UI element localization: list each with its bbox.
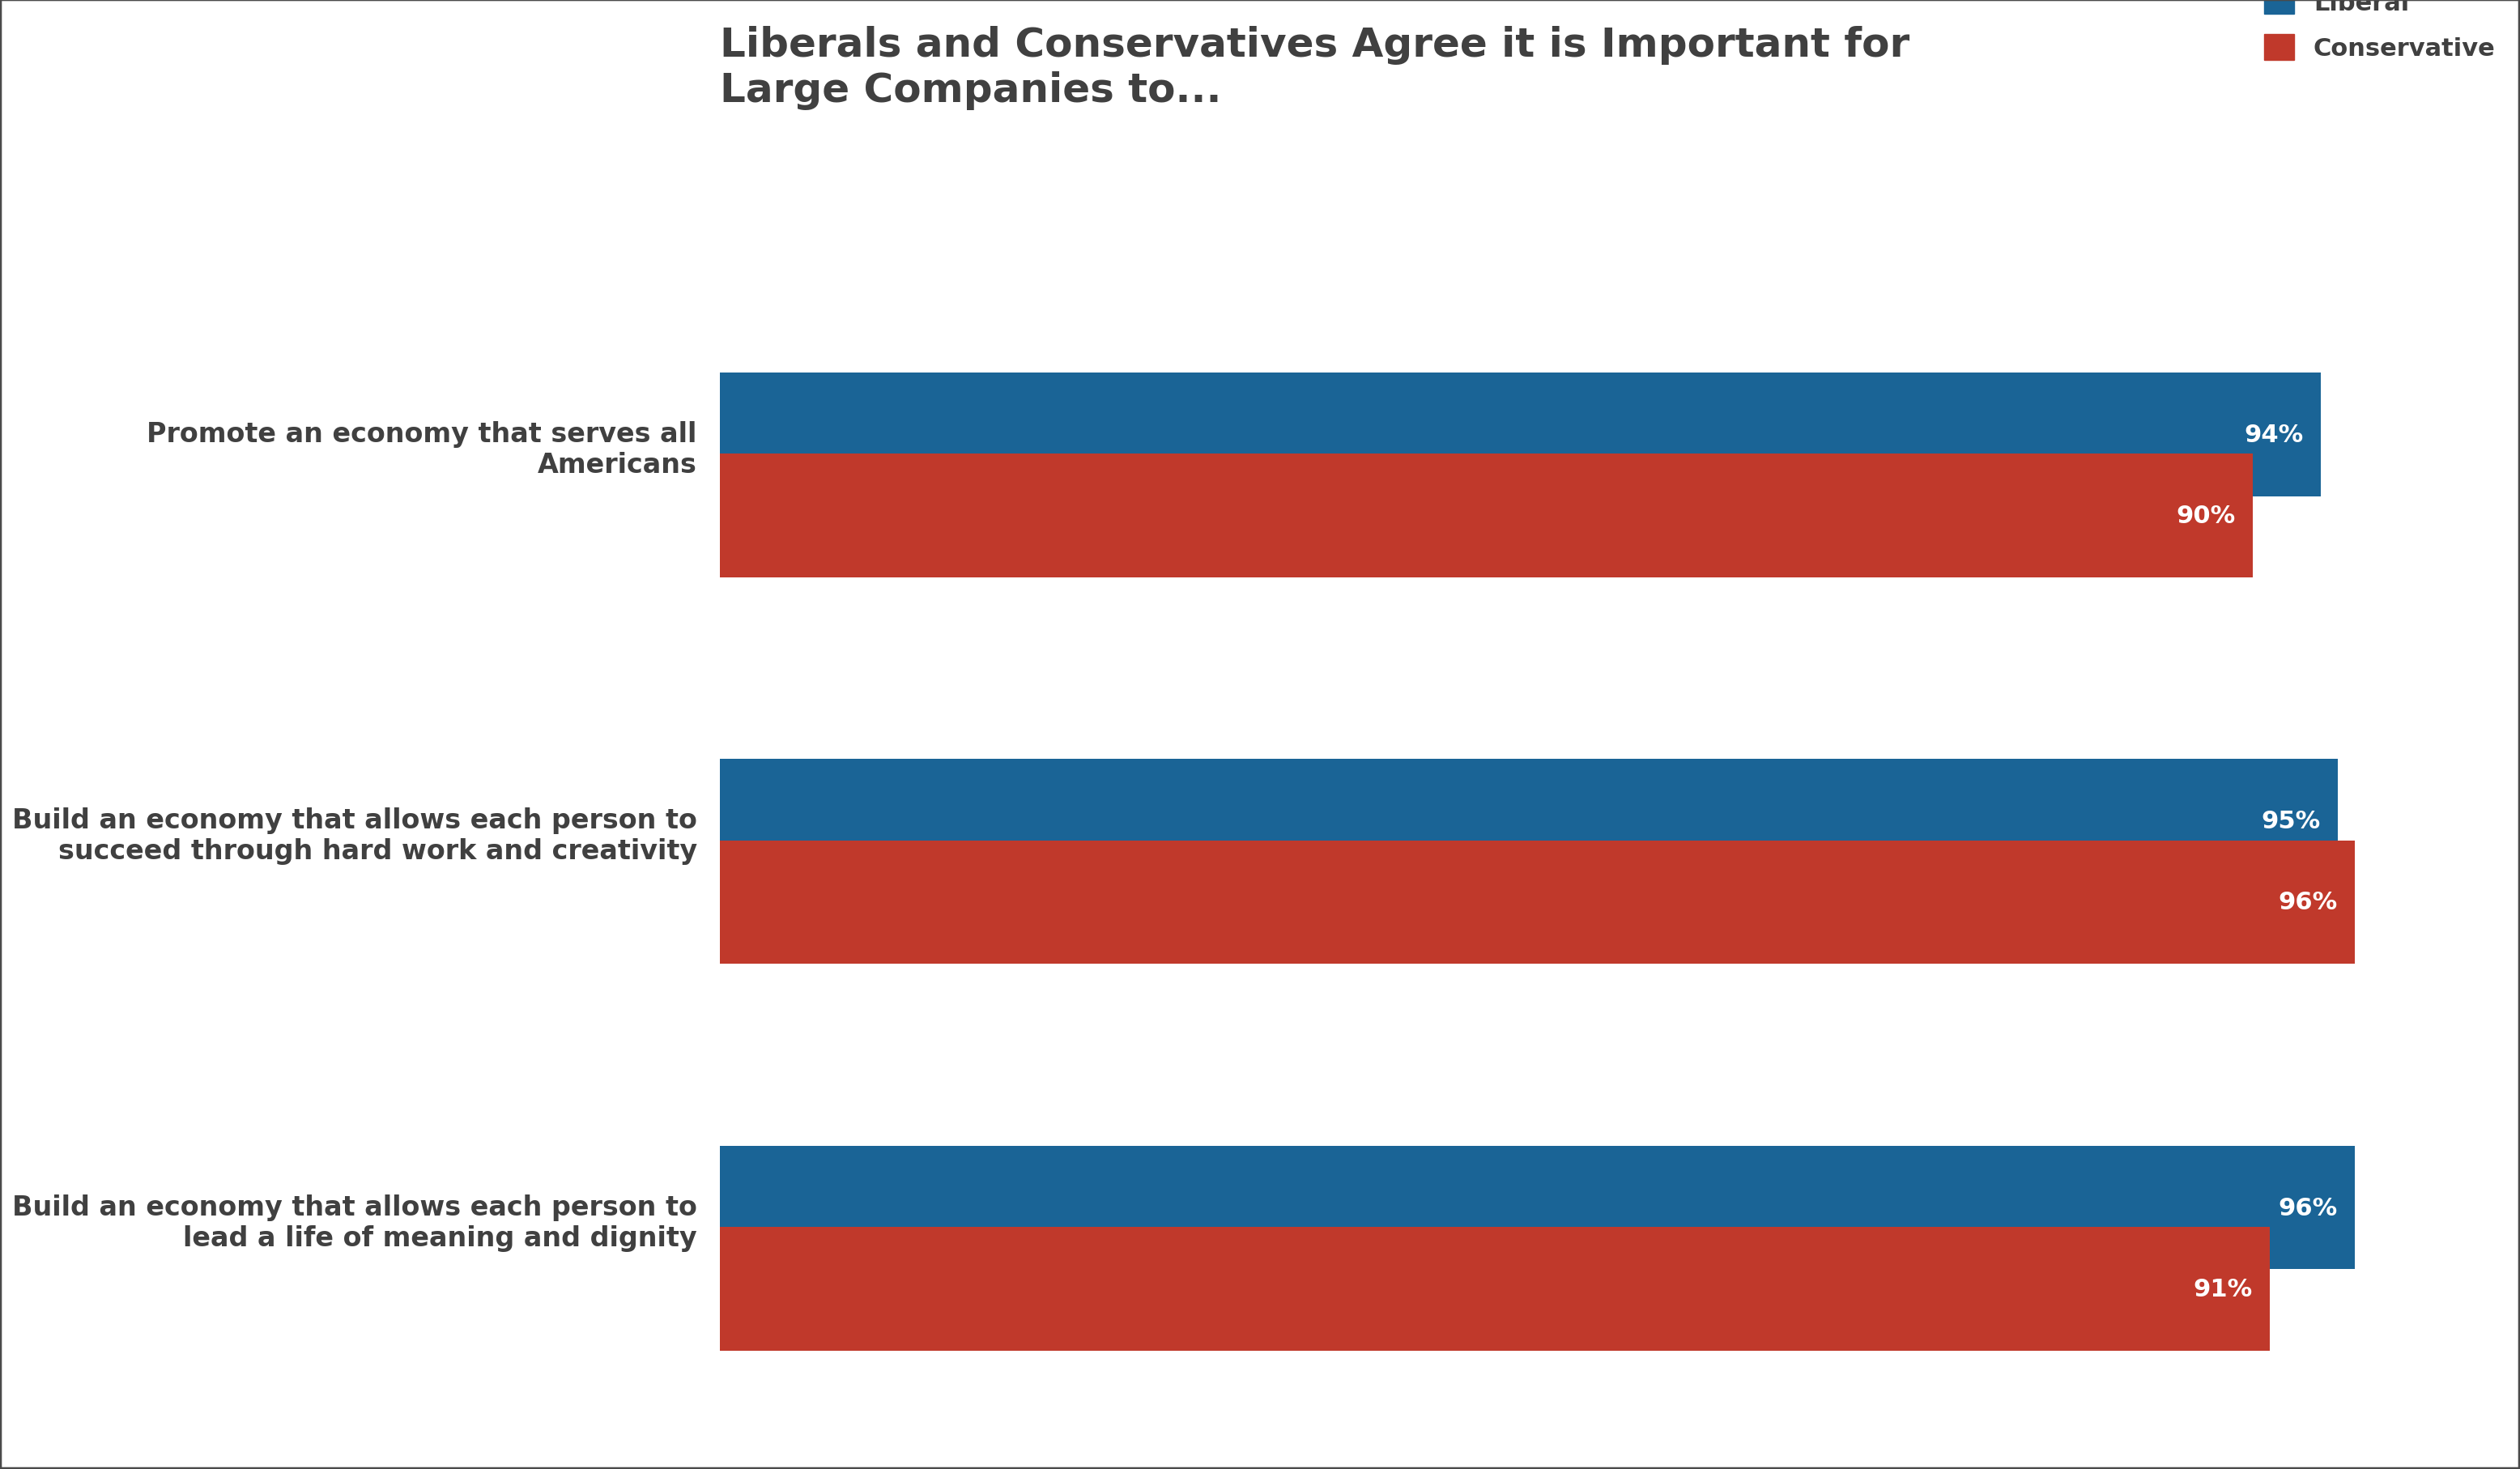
Bar	[721, 840, 2354, 964]
Text: 91%: 91%	[2192, 1277, 2253, 1300]
Bar	[721, 759, 2339, 883]
Bar	[721, 373, 2321, 497]
Bar	[721, 1146, 2354, 1269]
Text: 96%: 96%	[2278, 1196, 2339, 1219]
Bar	[721, 454, 2253, 577]
Legend: Liberal, Conservative: Liberal, Conservative	[2263, 0, 2495, 60]
Text: 94%: 94%	[2245, 423, 2303, 447]
Text: 96%: 96%	[2278, 890, 2339, 914]
Text: 95%: 95%	[2260, 809, 2321, 833]
Text: Liberals and Conservatives Agree it is Important for
Large Companies to...: Liberals and Conservatives Agree it is I…	[721, 26, 1910, 110]
Text: 90%: 90%	[2177, 504, 2235, 527]
Bar	[721, 1227, 2271, 1350]
